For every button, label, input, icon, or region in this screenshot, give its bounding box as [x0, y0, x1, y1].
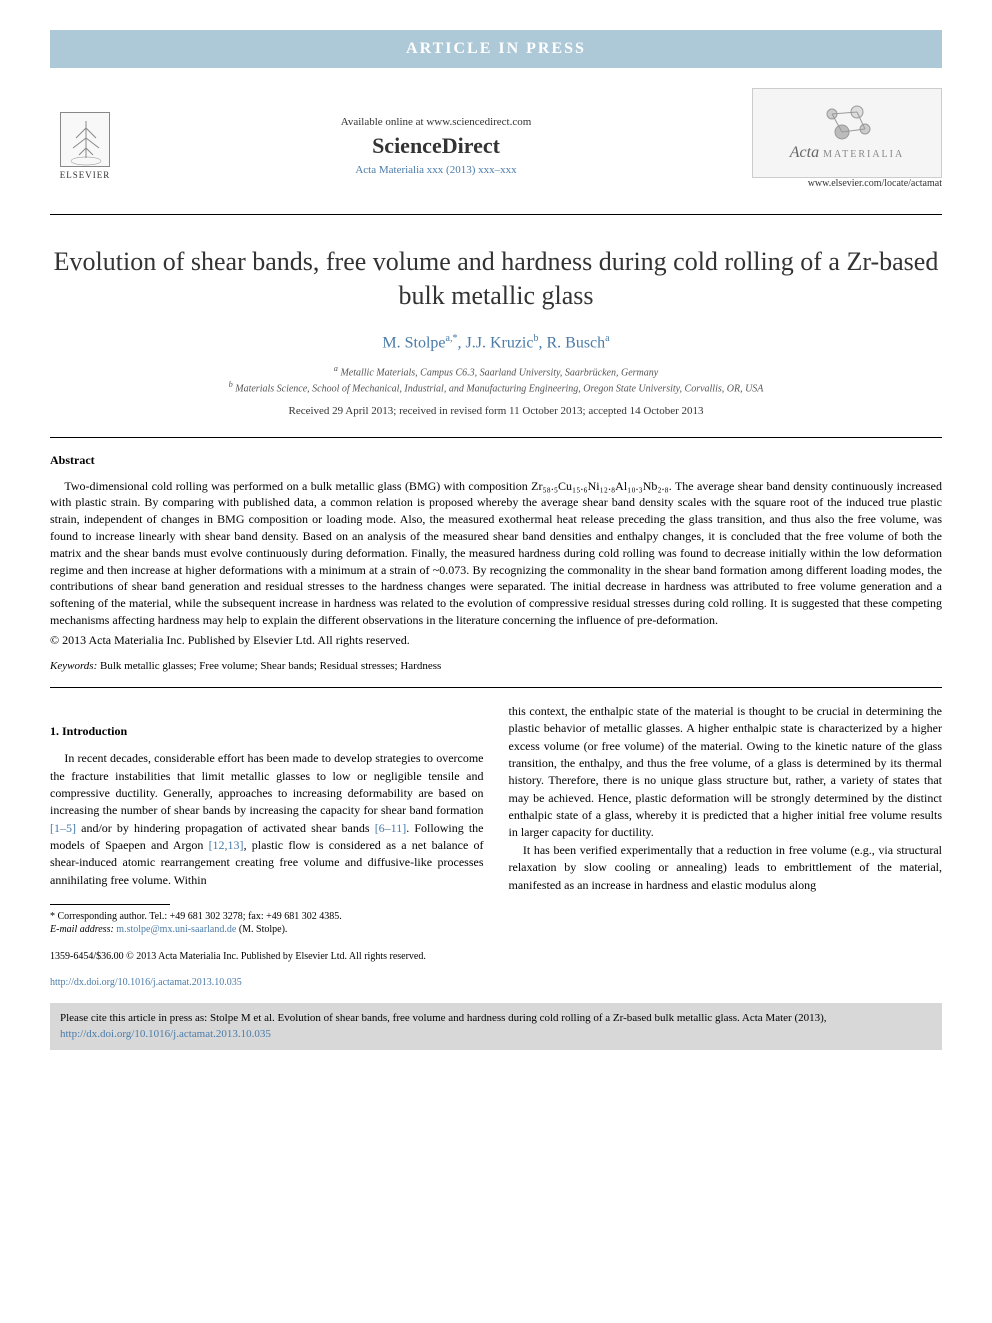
abstract-copyright: © 2013 Acta Materialia Inc. Published by… — [50, 633, 942, 648]
footer-doi-line: http://dx.doi.org/10.1016/j.actamat.2013… — [50, 977, 942, 988]
ref-link-6-11[interactable]: [6–11] — [375, 821, 407, 835]
keywords-line: Keywords: Bulk metallic glasses; Free vo… — [50, 660, 942, 672]
email-label: E-mail address: — [50, 924, 114, 935]
author-2[interactable]: J.J. Kruzic — [465, 334, 533, 351]
article-dates: Received 29 April 2013; received in revi… — [50, 405, 942, 417]
intro-paragraph-col2-1: this context, the enthalpic state of the… — [509, 703, 943, 842]
locate-url[interactable]: www.elsevier.com/locate/actamat — [752, 178, 942, 189]
intro-paragraph-1: In recent decades, considerable effort h… — [50, 750, 484, 889]
keywords-text: Bulk metallic glasses; Free volume; Shea… — [100, 660, 441, 672]
intro-heading: 1. Introduction — [50, 723, 484, 740]
citation-box: Please cite this article in press as: St… — [50, 1003, 942, 1050]
acta-materialia-logo: Acta MATERIALIA — [752, 88, 942, 178]
affiliation-b: b Materials Science, School of Mechanica… — [50, 380, 942, 394]
intro-paragraph-col2-2: It has been verified experimentally that… — [509, 842, 943, 894]
header-divider — [50, 214, 942, 215]
ref-link-12-13[interactable]: [12,13] — [209, 838, 244, 852]
authors-line: M. Stolpea,*, J.J. Kruzicb, R. Buscha — [50, 333, 942, 352]
citation-text: Please cite this article in press as: St… — [60, 1012, 827, 1024]
left-column: 1. Introduction In recent decades, consi… — [50, 703, 484, 937]
abstract-top-divider — [50, 437, 942, 438]
author-2-sup: b — [533, 333, 538, 344]
journal-name-materialia: MATERIALIA — [823, 149, 904, 160]
citation-doi-link[interactable]: http://dx.doi.org/10.1016/j.actamat.2013… — [60, 1028, 271, 1040]
molecule-icon — [817, 104, 877, 144]
sciencedirect-logo-text: ScienceDirect — [120, 133, 752, 159]
doi-link[interactable]: http://dx.doi.org/10.1016/j.actamat.2013… — [50, 977, 242, 988]
elsevier-logo: ELSEVIER — [50, 106, 120, 186]
journal-name-acta: Acta — [790, 144, 819, 161]
email-author-name: (M. Stolpe). — [239, 924, 288, 935]
elsevier-tree-icon — [60, 112, 110, 167]
center-header: Available online at www.sciencedirect.co… — [120, 116, 752, 176]
right-column: this context, the enthalpic state of the… — [509, 703, 943, 937]
available-online-text: Available online at www.sciencedirect.co… — [120, 116, 752, 128]
header-row: ELSEVIER Available online at www.science… — [50, 88, 942, 204]
footnote-divider — [50, 904, 170, 905]
footer-issn-line: 1359-6454/$36.00 © 2013 Acta Materialia … — [50, 951, 942, 962]
journal-logo-container: Acta MATERIALIA www.elsevier.com/locate/… — [752, 88, 942, 204]
ref-link-1-5[interactable]: [1–5] — [50, 821, 76, 835]
abstract-bottom-divider — [50, 687, 942, 688]
abstract-text: Two-dimensional cold rolling was perform… — [50, 478, 942, 629]
journal-reference[interactable]: Acta Materialia xxx (2013) xxx–xxx — [120, 164, 752, 176]
article-title: Evolution of shear bands, free volume an… — [50, 245, 942, 313]
elsevier-label: ELSEVIER — [60, 170, 111, 180]
keywords-label: Keywords: — [50, 660, 97, 672]
corresponding-email[interactable]: m.stolpe@mx.uni-saarland.de — [116, 924, 236, 935]
author-3[interactable]: R. Busch — [546, 334, 605, 351]
article-in-press-banner: ARTICLE IN PRESS — [50, 30, 942, 68]
body-columns: 1. Introduction In recent decades, consi… — [50, 703, 942, 937]
affiliation-a: a Metallic Materials, Campus C6.3, Saarl… — [50, 364, 942, 378]
abstract-heading: Abstract — [50, 453, 942, 468]
corresponding-author-footnote: * Corresponding author. Tel.: +49 681 30… — [50, 910, 484, 936]
author-1[interactable]: M. Stolpe — [382, 334, 445, 351]
author-3-sup: a — [605, 333, 609, 344]
author-1-sup: a,* — [446, 333, 458, 344]
